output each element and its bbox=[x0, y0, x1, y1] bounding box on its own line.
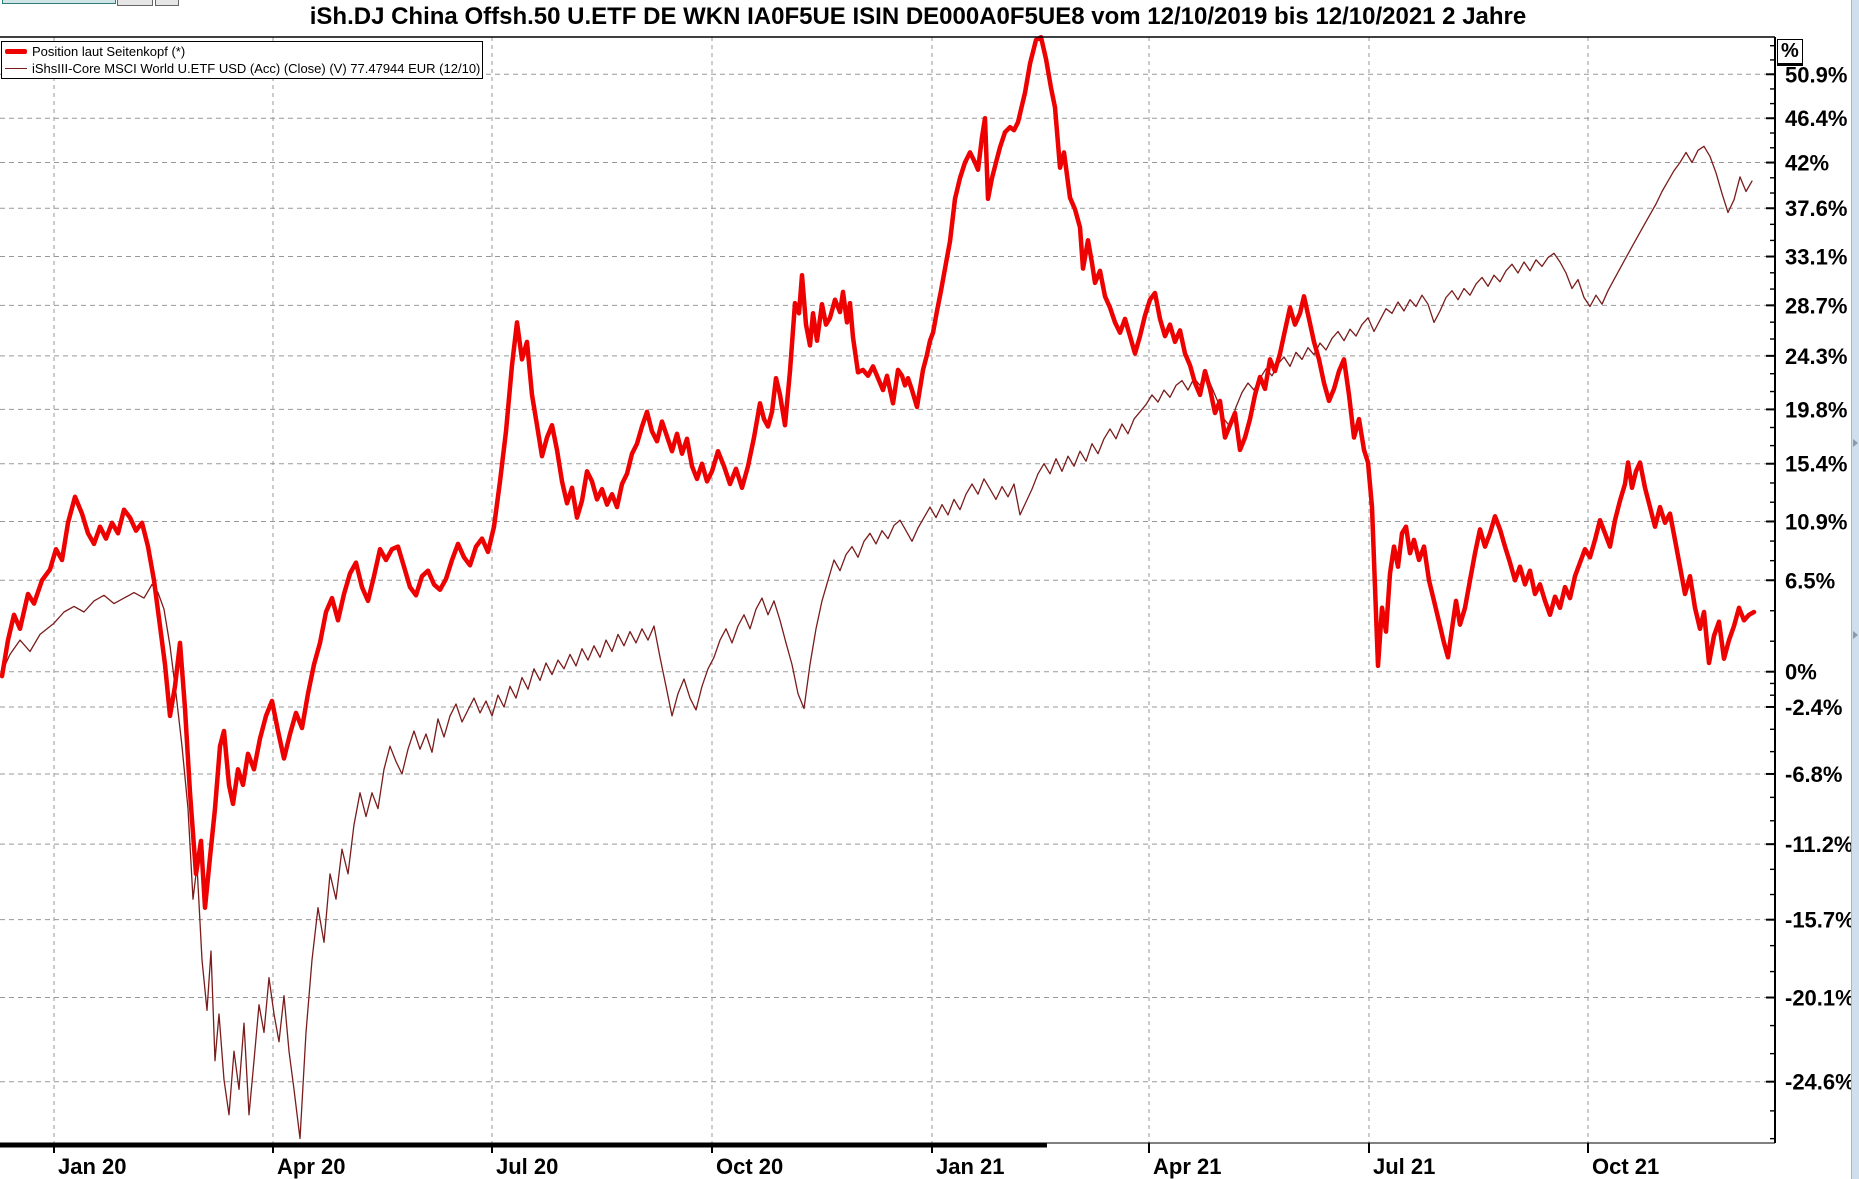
legend-label-msci-world: iShsIII-Core MSCI World U.ETF USD (Acc) … bbox=[32, 61, 481, 76]
y-tick-label: -6.8% bbox=[1785, 762, 1842, 787]
toolbar-button-remnant[interactable] bbox=[117, 0, 153, 6]
y-axis-unit-label: % bbox=[1777, 39, 1803, 66]
msci-world-series-line bbox=[1, 145, 1753, 1140]
y-tick-label: 10.9% bbox=[1785, 509, 1847, 534]
x-tick-label: Apr 21 bbox=[1153, 1154, 1221, 1179]
toolbar-remnant bbox=[2, 0, 116, 4]
window-edge-scrollbar[interactable] bbox=[1851, 0, 1859, 1179]
y-tick-label: -11.2% bbox=[1785, 832, 1854, 857]
y-tick-label: 42% bbox=[1785, 151, 1829, 176]
x-tick-label: Jul 21 bbox=[1373, 1154, 1435, 1179]
y-tick-label: 0% bbox=[1785, 660, 1817, 685]
y-tick-label: 28.7% bbox=[1785, 293, 1847, 318]
y-tick-label: -2.4% bbox=[1785, 695, 1842, 720]
china-series-swatch bbox=[5, 49, 27, 54]
x-tick-label: Jul 20 bbox=[496, 1154, 558, 1179]
china-etf-series-line bbox=[0, 34, 1757, 910]
y-tick-label: -24.6% bbox=[1785, 1070, 1855, 1095]
y-tick-label: 15.4% bbox=[1785, 452, 1847, 477]
chart-title: iSh.DJ China Offsh.50 U.ETF DE WKN IA0F5… bbox=[309, 3, 1527, 30]
legend-box: Position laut Seitenkopf (*) iShsIII-Cor… bbox=[1, 41, 483, 79]
y-tick-label: 37.6% bbox=[1785, 196, 1847, 221]
x-tick-label: Oct 20 bbox=[716, 1154, 783, 1179]
x-tick-label: Apr 20 bbox=[277, 1154, 345, 1179]
y-tick-label: 33.1% bbox=[1785, 245, 1847, 270]
y-tick-label: 24.3% bbox=[1785, 344, 1847, 369]
world-series-swatch bbox=[5, 68, 27, 69]
y-tick-label: 50.9% bbox=[1785, 62, 1847, 87]
legend-item-china: Position laut Seitenkopf (*) bbox=[5, 43, 479, 60]
y-tick-label: 19.8% bbox=[1785, 397, 1847, 422]
legend-label-china: Position laut Seitenkopf (*) bbox=[32, 44, 186, 59]
scroll-arrow-icon[interactable] bbox=[1853, 631, 1858, 639]
y-tick-label: -15.7% bbox=[1785, 908, 1855, 933]
y-tick-label: 6.5% bbox=[1785, 568, 1835, 593]
legend-item-msci-world: iShsIII-Core MSCI World U.ETF USD (Acc) … bbox=[5, 60, 481, 77]
x-tick-label: Jan 21 bbox=[936, 1154, 1005, 1179]
scroll-arrow-icon[interactable] bbox=[1853, 439, 1858, 447]
x-tick-label: Oct 21 bbox=[1592, 1154, 1659, 1179]
x-tick-label: Jan 20 bbox=[58, 1154, 127, 1179]
toolbar-button-remnant[interactable] bbox=[155, 0, 179, 6]
y-tick-label: -20.1% bbox=[1785, 986, 1855, 1011]
y-tick-label: 46.4% bbox=[1785, 106, 1847, 131]
